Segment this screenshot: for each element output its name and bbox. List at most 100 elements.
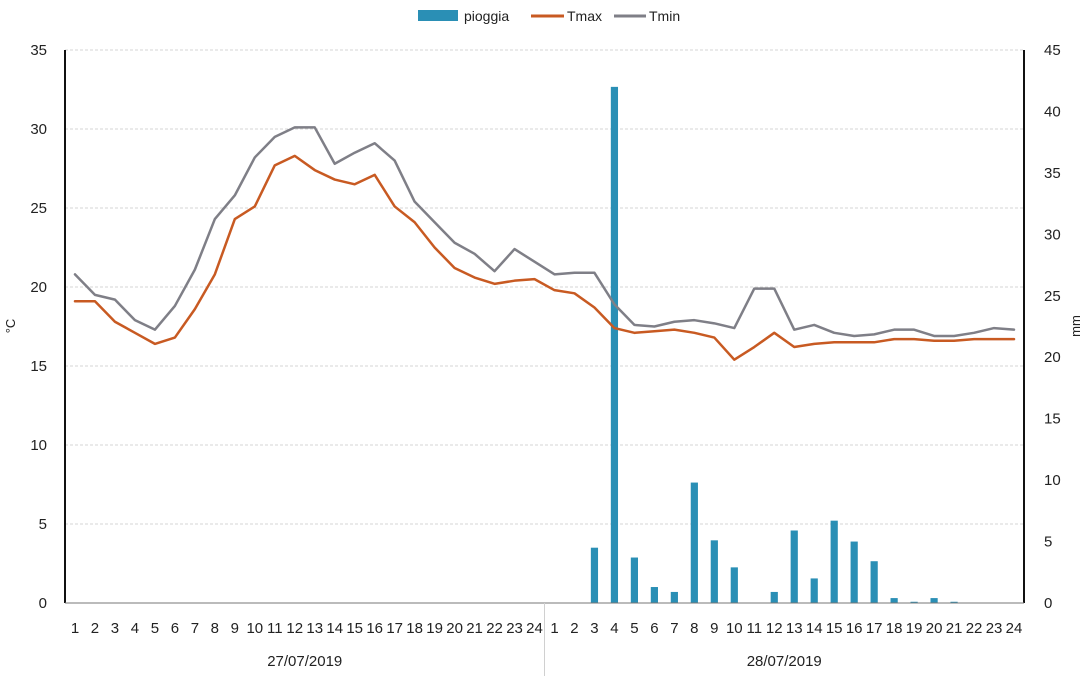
x-tick-label: 20 bbox=[926, 620, 943, 637]
x-tick-label: 21 bbox=[946, 620, 963, 637]
x-tick-label: 24 bbox=[1006, 620, 1023, 637]
x-tick-label: 16 bbox=[366, 620, 383, 637]
x-tick-label: 4 bbox=[610, 620, 618, 637]
left-axis-title: °C bbox=[3, 319, 18, 334]
x-tick-label: 7 bbox=[191, 620, 199, 637]
x-tick-label: 10 bbox=[246, 620, 263, 637]
legend-label-tmin: Tmin bbox=[649, 8, 680, 24]
left-y-tick-label: 15 bbox=[30, 358, 47, 375]
x-tick-label: 11 bbox=[746, 620, 762, 637]
temperature-lines bbox=[73, 126, 1016, 361]
x-tick-label: 13 bbox=[306, 620, 323, 637]
x-tick-label: 3 bbox=[111, 620, 119, 637]
rain-bar bbox=[950, 601, 958, 603]
right-axis-title: mm bbox=[1068, 315, 1083, 337]
x-tick-label: 8 bbox=[211, 620, 219, 637]
x-tick-label: 11 bbox=[267, 620, 283, 637]
x-tick-label: 23 bbox=[506, 620, 523, 637]
right-y-tick-label: 0 bbox=[1044, 595, 1052, 612]
x-tick-label: 15 bbox=[826, 620, 843, 637]
x-tick-label: 13 bbox=[786, 620, 803, 637]
left-y-tick-label: 30 bbox=[30, 121, 47, 138]
rain-bar bbox=[770, 591, 778, 603]
left-y-axis-ticks: 0 5 10 15 20 25 30 35 bbox=[30, 42, 47, 612]
rain-bar bbox=[830, 520, 838, 603]
x-tick-label: 5 bbox=[151, 620, 159, 637]
right-y-axis-ticks: 0 5 10 15 20 25 30 35 40 45 bbox=[1044, 42, 1061, 612]
x-tick-label: 1 bbox=[550, 620, 558, 637]
rain-bar bbox=[710, 540, 718, 603]
rain-bar bbox=[690, 482, 698, 603]
rain-bar bbox=[650, 587, 658, 603]
x-tick-label: 15 bbox=[346, 620, 363, 637]
x-tick-label: 19 bbox=[426, 620, 443, 637]
legend-item-pioggia: pioggia bbox=[418, 8, 509, 24]
right-y-tick-label: 20 bbox=[1044, 349, 1061, 366]
x-tick-label: 22 bbox=[966, 620, 983, 637]
x-tick-label: 19 bbox=[906, 620, 923, 637]
right-y-tick-label: 45 bbox=[1044, 42, 1061, 59]
x-tick-label: 5 bbox=[630, 620, 638, 637]
x-tick-label: 20 bbox=[446, 620, 463, 637]
rain-bar bbox=[730, 567, 738, 603]
legend-label-tmax: Tmax bbox=[567, 8, 602, 24]
rain-bar bbox=[850, 541, 858, 603]
left-y-tick-label: 5 bbox=[39, 516, 47, 533]
x-tick-label: 18 bbox=[886, 620, 903, 637]
left-y-tick-label: 0 bbox=[39, 595, 47, 612]
rain-bar bbox=[610, 86, 619, 603]
tmin-line bbox=[73, 126, 1016, 338]
right-y-tick-label: 35 bbox=[1044, 165, 1061, 182]
legend-item-tmax: Tmax bbox=[531, 8, 602, 24]
date-group-label: 27/07/2019 bbox=[267, 653, 342, 670]
x-tick-label: 24 bbox=[526, 620, 543, 637]
x-tick-label: 4 bbox=[131, 620, 139, 637]
legend-swatch-pioggia bbox=[418, 10, 458, 21]
x-tick-label: 23 bbox=[986, 620, 1003, 637]
x-tick-label: 22 bbox=[486, 620, 503, 637]
rain-bar bbox=[810, 578, 818, 603]
right-y-tick-label: 40 bbox=[1044, 103, 1061, 120]
x-tick-label: 16 bbox=[846, 620, 863, 637]
x-tick-label: 14 bbox=[326, 620, 343, 637]
right-y-tick-label: 30 bbox=[1044, 226, 1061, 243]
right-y-tick-label: 25 bbox=[1044, 288, 1061, 305]
legend-label-pioggia: pioggia bbox=[464, 8, 509, 24]
x-tick-label: 18 bbox=[406, 620, 423, 637]
gridlines bbox=[65, 49, 1024, 604]
x-tick-label: 10 bbox=[726, 620, 743, 637]
right-y-tick-label: 10 bbox=[1044, 472, 1061, 489]
x-tick-label: 8 bbox=[690, 620, 698, 637]
rain-bar bbox=[630, 557, 639, 603]
x-tick-label: 3 bbox=[590, 620, 598, 637]
x-tick-label: 6 bbox=[171, 620, 179, 637]
x-tick-label: 12 bbox=[286, 620, 303, 637]
rain-bar bbox=[870, 561, 878, 603]
legend-item-tmin: Tmin bbox=[614, 8, 680, 24]
x-tick-label: 17 bbox=[386, 620, 403, 637]
rain-bar bbox=[590, 547, 599, 603]
x-axis-ticks: 1 2 3 4 5 6 7 8 9 10 11 12 13 14 15 16 17 18 19 20 21 22 23 24 1… bbox=[71, 620, 1023, 637]
rain-bar bbox=[910, 601, 918, 603]
tmax-line bbox=[73, 154, 1016, 361]
left-y-tick-label: 25 bbox=[30, 200, 47, 217]
x-tick-label: 21 bbox=[466, 620, 483, 637]
x-tick-label: 1 bbox=[71, 620, 79, 637]
rain-bar bbox=[930, 598, 938, 603]
rain-bar bbox=[790, 530, 798, 603]
x-tick-label: 14 bbox=[806, 620, 823, 637]
left-y-tick-label: 35 bbox=[30, 42, 47, 59]
x-tick-label: 2 bbox=[91, 620, 99, 637]
x-tick-label: 12 bbox=[766, 620, 783, 637]
x-tick-label: 9 bbox=[231, 620, 239, 637]
x-tick-label: 6 bbox=[650, 620, 658, 637]
x-tick-label: 7 bbox=[670, 620, 678, 637]
right-y-tick-label: 15 bbox=[1044, 411, 1061, 428]
x-tick-label: 2 bbox=[570, 620, 578, 637]
date-group-label: 28/07/2019 bbox=[747, 653, 822, 670]
left-y-tick-label: 20 bbox=[30, 279, 47, 296]
rain-bar bbox=[890, 598, 898, 603]
legend: pioggia Tmax Tmin bbox=[418, 8, 680, 24]
x-tick-label: 17 bbox=[866, 620, 883, 637]
